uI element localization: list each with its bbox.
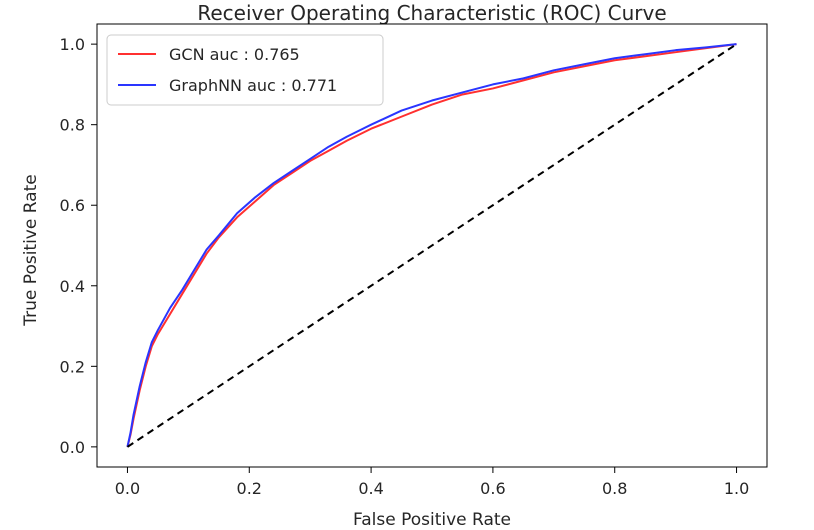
- x-tick-label: 0.8: [602, 479, 627, 498]
- x-tick-label: 0.0: [115, 479, 140, 498]
- chart-title: Receiver Operating Characteristic (ROC) …: [197, 1, 666, 25]
- roc-line-graphnn: [126, 43, 737, 448]
- x-tick-label: 0.4: [358, 479, 383, 498]
- y-tick-label: 0.0: [60, 438, 85, 457]
- y-tick-label: 0.2: [60, 357, 85, 376]
- x-tick-label: 0.2: [237, 479, 262, 498]
- plot-area: 0.0 0.2 0.4 0.6 0.8 1.0 0.0 0.2 0.4 0.6 0.8 1.0 GCN …: [60, 23, 768, 498]
- chance-diagonal-line: [126, 43, 738, 448]
- y-tick-label: 0.4: [60, 277, 85, 296]
- plot-frame: [96, 23, 768, 468]
- y-tick-label: 1.0: [60, 35, 85, 54]
- x-axis-label: False Positive Rate: [353, 510, 511, 530]
- x-tick-label: 1.0: [724, 479, 749, 498]
- y-tick-label: 0.6: [60, 196, 85, 215]
- legend-entry-label: GraphNN auc : 0.771: [169, 76, 337, 95]
- y-axis-label: True Positive Rate: [21, 174, 41, 326]
- legend-box: [106, 34, 384, 106]
- legend-entry-label: GCN auc : 0.765: [169, 45, 300, 64]
- x-tick-label: 0.6: [480, 479, 505, 498]
- legend: GCN auc : 0.765 GraphNN auc : 0.771: [106, 34, 384, 106]
- roc-line-gcn: [126, 43, 737, 448]
- y-tick-label: 0.8: [60, 116, 85, 135]
